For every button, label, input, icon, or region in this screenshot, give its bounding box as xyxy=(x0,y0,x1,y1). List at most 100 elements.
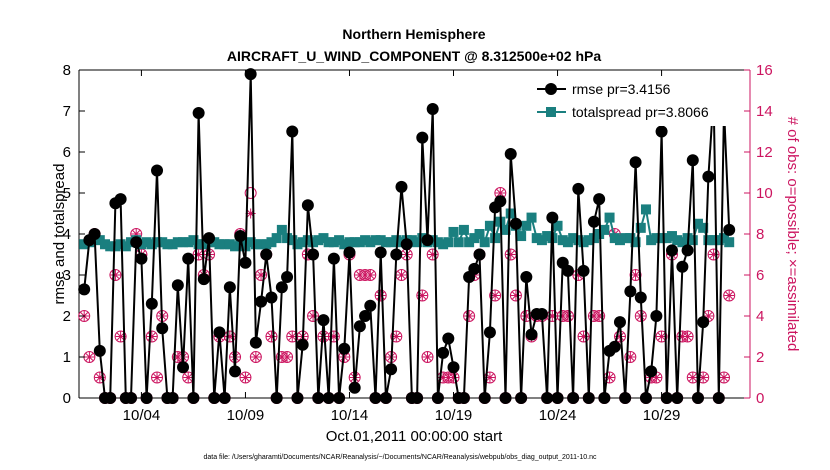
y-axis-label: rmse and totalspread xyxy=(51,164,68,305)
rmse-marker xyxy=(213,326,226,339)
x-tick-label: 10/29 xyxy=(643,407,681,424)
rmse-marker xyxy=(671,392,684,404)
assimilated-obs-marker xyxy=(547,311,558,321)
possible-obs-marker xyxy=(265,330,278,343)
totalspread-marker xyxy=(214,239,225,250)
rmse-marker xyxy=(582,392,595,404)
y-right-tick-label: 12 xyxy=(756,144,773,161)
totalspread-marker xyxy=(141,237,152,248)
rmse-marker xyxy=(270,392,283,404)
possible-obs-marker xyxy=(681,330,694,343)
rmse-marker xyxy=(364,299,377,312)
rmse-marker xyxy=(431,392,444,404)
rmse-marker xyxy=(359,310,372,322)
totalspread-marker xyxy=(380,237,391,248)
totalspread-marker xyxy=(365,237,376,248)
assimilated-obs-marker xyxy=(630,270,641,280)
possible-obs-marker xyxy=(624,351,637,363)
assimilated-obs-marker xyxy=(308,311,319,321)
rmse-marker xyxy=(473,248,486,261)
assimilated-obs-marker xyxy=(183,372,194,383)
y-tick-label: 2 xyxy=(63,308,71,325)
totalspread-marker xyxy=(646,235,657,246)
totalspread-marker xyxy=(308,237,319,248)
possible-obs-marker xyxy=(509,289,522,302)
x-tick-label: 10/19 xyxy=(435,407,473,424)
rmse-marker xyxy=(650,310,663,322)
assimilated-obs-marker xyxy=(708,249,719,260)
rmse-marker xyxy=(385,363,398,376)
assimilated-obs-marker xyxy=(448,372,459,383)
totalspread-marker xyxy=(438,239,449,250)
assimilated-obs-marker xyxy=(391,331,402,342)
rmse-marker xyxy=(515,392,528,404)
rmse-marker xyxy=(442,332,455,345)
y-right-tick-label: 2 xyxy=(756,349,764,366)
possible-obs-marker xyxy=(364,269,377,281)
rmse-marker xyxy=(587,215,600,228)
chart-subtitle: AIRCRAFT_U_WIND_COMPONENT @ 8.312500e+02… xyxy=(227,48,601,64)
totalspread-marker xyxy=(318,233,329,244)
rmse-marker xyxy=(281,271,294,284)
rmse-marker xyxy=(260,248,273,261)
totalspread-marker xyxy=(661,233,672,244)
y-right-tick-label: 4 xyxy=(756,308,764,325)
y-right-tick-label: 8 xyxy=(756,226,764,243)
possible-obs-marker xyxy=(249,351,262,363)
assimilated-obs-marker xyxy=(282,352,293,362)
rmse-marker xyxy=(333,392,346,404)
possible-obs-marker xyxy=(489,289,502,302)
x-tick-label: 10/14 xyxy=(331,407,369,424)
rmse-marker xyxy=(546,211,559,224)
chart-title: Northern Hemisphere xyxy=(342,26,485,42)
totalspread-marker xyxy=(344,237,355,248)
totalspread-marker xyxy=(698,222,709,233)
totalspread-marker xyxy=(167,239,178,250)
totalspread-marker xyxy=(651,233,662,244)
totalspread-marker xyxy=(568,233,579,244)
totalspread-marker xyxy=(334,235,345,246)
totalspread-marker xyxy=(250,239,261,250)
totalspread-marker xyxy=(599,224,610,235)
y-axis-right-label: # of obs: o=possible; ×=assimilated xyxy=(784,117,801,352)
rmse-marker xyxy=(421,234,434,247)
rmse-marker xyxy=(301,199,314,212)
possible-obs-marker xyxy=(655,330,668,343)
possible-obs-marker xyxy=(416,289,429,302)
totalspread-marker xyxy=(94,235,105,246)
totalspread-marker xyxy=(209,237,220,248)
totalspread-marker xyxy=(375,235,386,246)
legend-totalspread-marker xyxy=(546,107,556,117)
rmse-marker xyxy=(327,252,340,265)
totalspread-marker xyxy=(516,231,527,242)
possible-obs-marker xyxy=(307,310,320,322)
assimilated-obs-marker xyxy=(682,331,693,342)
assimilated-obs-marker xyxy=(318,331,329,342)
assimilated-obs-marker xyxy=(224,331,235,342)
possible-obs-marker xyxy=(463,310,476,322)
rmse-marker xyxy=(203,232,216,245)
possible-obs-marker xyxy=(109,269,122,281)
totalspread-marker xyxy=(354,237,365,248)
rmse-marker xyxy=(229,365,242,378)
totalspread-marker xyxy=(531,233,542,244)
rmse-marker xyxy=(93,344,106,357)
totalspread-marker xyxy=(386,237,397,248)
rmse-marker xyxy=(697,316,710,329)
rmse-marker xyxy=(400,238,413,251)
totalspread-marker xyxy=(562,237,573,248)
totalspread-marker xyxy=(230,241,241,252)
rmse-marker xyxy=(322,392,335,404)
rmse-marker xyxy=(645,365,658,378)
possible-obs-marker xyxy=(239,371,252,384)
y-tick-label: 0 xyxy=(63,390,71,407)
rmse-marker xyxy=(353,320,366,333)
assimilated-obs-marker xyxy=(427,249,438,260)
totalspread-marker xyxy=(313,235,324,246)
totalspread-marker xyxy=(713,235,724,246)
totalspread-marker xyxy=(391,235,402,246)
totalspread-marker xyxy=(406,235,417,246)
totalspread-marker xyxy=(692,218,703,229)
rmse-marker xyxy=(234,230,247,243)
rmse-marker xyxy=(125,392,138,404)
